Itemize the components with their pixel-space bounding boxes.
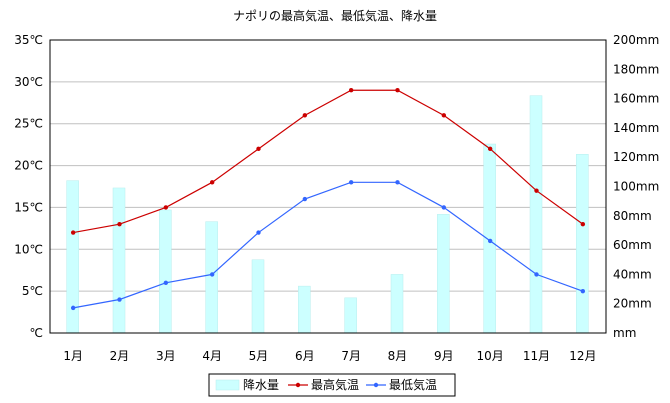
legend-label: 最高気温 bbox=[311, 377, 359, 392]
right-tick-label: 60mm bbox=[613, 238, 652, 252]
max-temp-point bbox=[117, 221, 122, 227]
chart-title: ナポリの最高気温、最低気温、降水量 bbox=[232, 9, 437, 23]
right-tick-label: 200mm bbox=[613, 33, 659, 47]
right-tick-label: 40mm bbox=[613, 267, 652, 281]
precipitation-bar bbox=[437, 214, 450, 334]
min-temp-point bbox=[441, 205, 447, 210]
precipitation-bar bbox=[205, 221, 218, 334]
precipitation-bar bbox=[344, 297, 357, 334]
right-tick-label: 100mm bbox=[613, 180, 659, 194]
legend-swatch-marker bbox=[373, 382, 379, 388]
x-tick-label: 8月 bbox=[388, 349, 408, 363]
right-tick-label: 140mm bbox=[613, 121, 659, 135]
precipitation-bar bbox=[112, 187, 126, 334]
left-tick-label: 25℃ bbox=[14, 117, 43, 131]
left-tick-label: 15℃ bbox=[14, 200, 43, 214]
precipitation-bar bbox=[159, 209, 172, 334]
precipitation-bar bbox=[251, 259, 265, 334]
x-tick-label: 2月 bbox=[110, 349, 130, 363]
max-temp-point bbox=[534, 188, 539, 193]
right-axis: mm 20mm 40mm 60mm 80mm 100mm 120mm 140mm 160mm 18… bbox=[613, 33, 659, 340]
legend-swatch-bar bbox=[215, 379, 240, 391]
right-tick-label: 180mm bbox=[613, 62, 659, 76]
right-tick-label: 80mm bbox=[613, 209, 652, 223]
min-temp-point bbox=[302, 196, 308, 202]
min-temp-point bbox=[348, 180, 354, 185]
precipitation-bar bbox=[529, 95, 543, 334]
x-tick-label: 6月 bbox=[295, 349, 315, 363]
max-temp-point bbox=[487, 146, 493, 152]
max-temp-line bbox=[73, 89, 584, 234]
x-tick-label: 12月 bbox=[569, 349, 596, 363]
legend-label: 最低気温 bbox=[389, 377, 437, 392]
gridlines bbox=[50, 81, 606, 292]
left-axis: ℃ 5℃ 10℃ 15℃ 20℃ 25℃ 30℃ 35℃ bbox=[14, 33, 43, 340]
min-temp-point bbox=[580, 288, 586, 294]
max-temp-point bbox=[441, 113, 447, 118]
x-tick-label: 4月 bbox=[202, 349, 222, 363]
left-tick-label: ℃ bbox=[30, 326, 43, 340]
max-temp-point bbox=[163, 205, 169, 210]
min-temp-point bbox=[395, 180, 400, 185]
x-tick-label: 10月 bbox=[477, 349, 504, 363]
precipitation-bars bbox=[66, 95, 589, 334]
precipitation-bar bbox=[576, 154, 589, 334]
legend-box bbox=[208, 373, 456, 397]
min-temp-point bbox=[163, 280, 169, 285]
precipitation-bar bbox=[390, 274, 404, 334]
left-tick-label: 20℃ bbox=[14, 159, 43, 173]
max-temp-point bbox=[70, 230, 76, 235]
x-tick-label: 1月 bbox=[63, 349, 83, 363]
max-temp-point bbox=[256, 146, 261, 152]
right-tick-label: 160mm bbox=[613, 92, 659, 106]
min-temp-point bbox=[117, 297, 122, 302]
min-temp-line bbox=[73, 181, 584, 309]
x-axis: 1月 2月 3月 4月 5月 6月 7月 8月 9月 10月 11月 12月 bbox=[63, 349, 596, 363]
right-tick-label: 120mm bbox=[613, 150, 659, 164]
x-tick-label: 7月 bbox=[341, 349, 361, 363]
right-tick-label: 20mm bbox=[613, 297, 652, 311]
min-temp-point bbox=[70, 305, 76, 311]
min-temp-point bbox=[256, 230, 261, 235]
min-temp-point bbox=[209, 272, 215, 277]
precipitation-bar bbox=[66, 180, 79, 334]
legend-swatch-marker bbox=[295, 382, 301, 388]
precipitation-bar bbox=[298, 285, 311, 334]
plot-area-frame bbox=[49, 39, 607, 334]
max-temp-point bbox=[580, 221, 586, 227]
x-tick-label: 3月 bbox=[156, 349, 176, 363]
max-temp-point bbox=[348, 88, 354, 93]
legend: 降水量 最高気温 最低気温 bbox=[208, 373, 456, 397]
x-tick-label: 9月 bbox=[434, 349, 454, 363]
precipitation-bar bbox=[483, 143, 496, 334]
left-tick-label: 30℃ bbox=[14, 75, 43, 89]
x-tick-label: 5月 bbox=[249, 349, 269, 363]
min-temp-point bbox=[534, 272, 539, 277]
legend-label: 降水量 bbox=[243, 378, 279, 392]
left-tick-label: 5℃ bbox=[22, 284, 43, 298]
max-temp-point bbox=[395, 88, 400, 93]
temperature-lines bbox=[70, 88, 586, 311]
max-temp-point bbox=[209, 180, 215, 185]
left-tick-label: 10℃ bbox=[14, 242, 43, 256]
min-temp-point bbox=[487, 238, 493, 244]
left-tick-label: 35℃ bbox=[14, 33, 43, 47]
x-tick-label: 11月 bbox=[523, 349, 550, 363]
max-temp-point bbox=[302, 113, 308, 118]
right-tick-label: mm bbox=[613, 326, 636, 340]
